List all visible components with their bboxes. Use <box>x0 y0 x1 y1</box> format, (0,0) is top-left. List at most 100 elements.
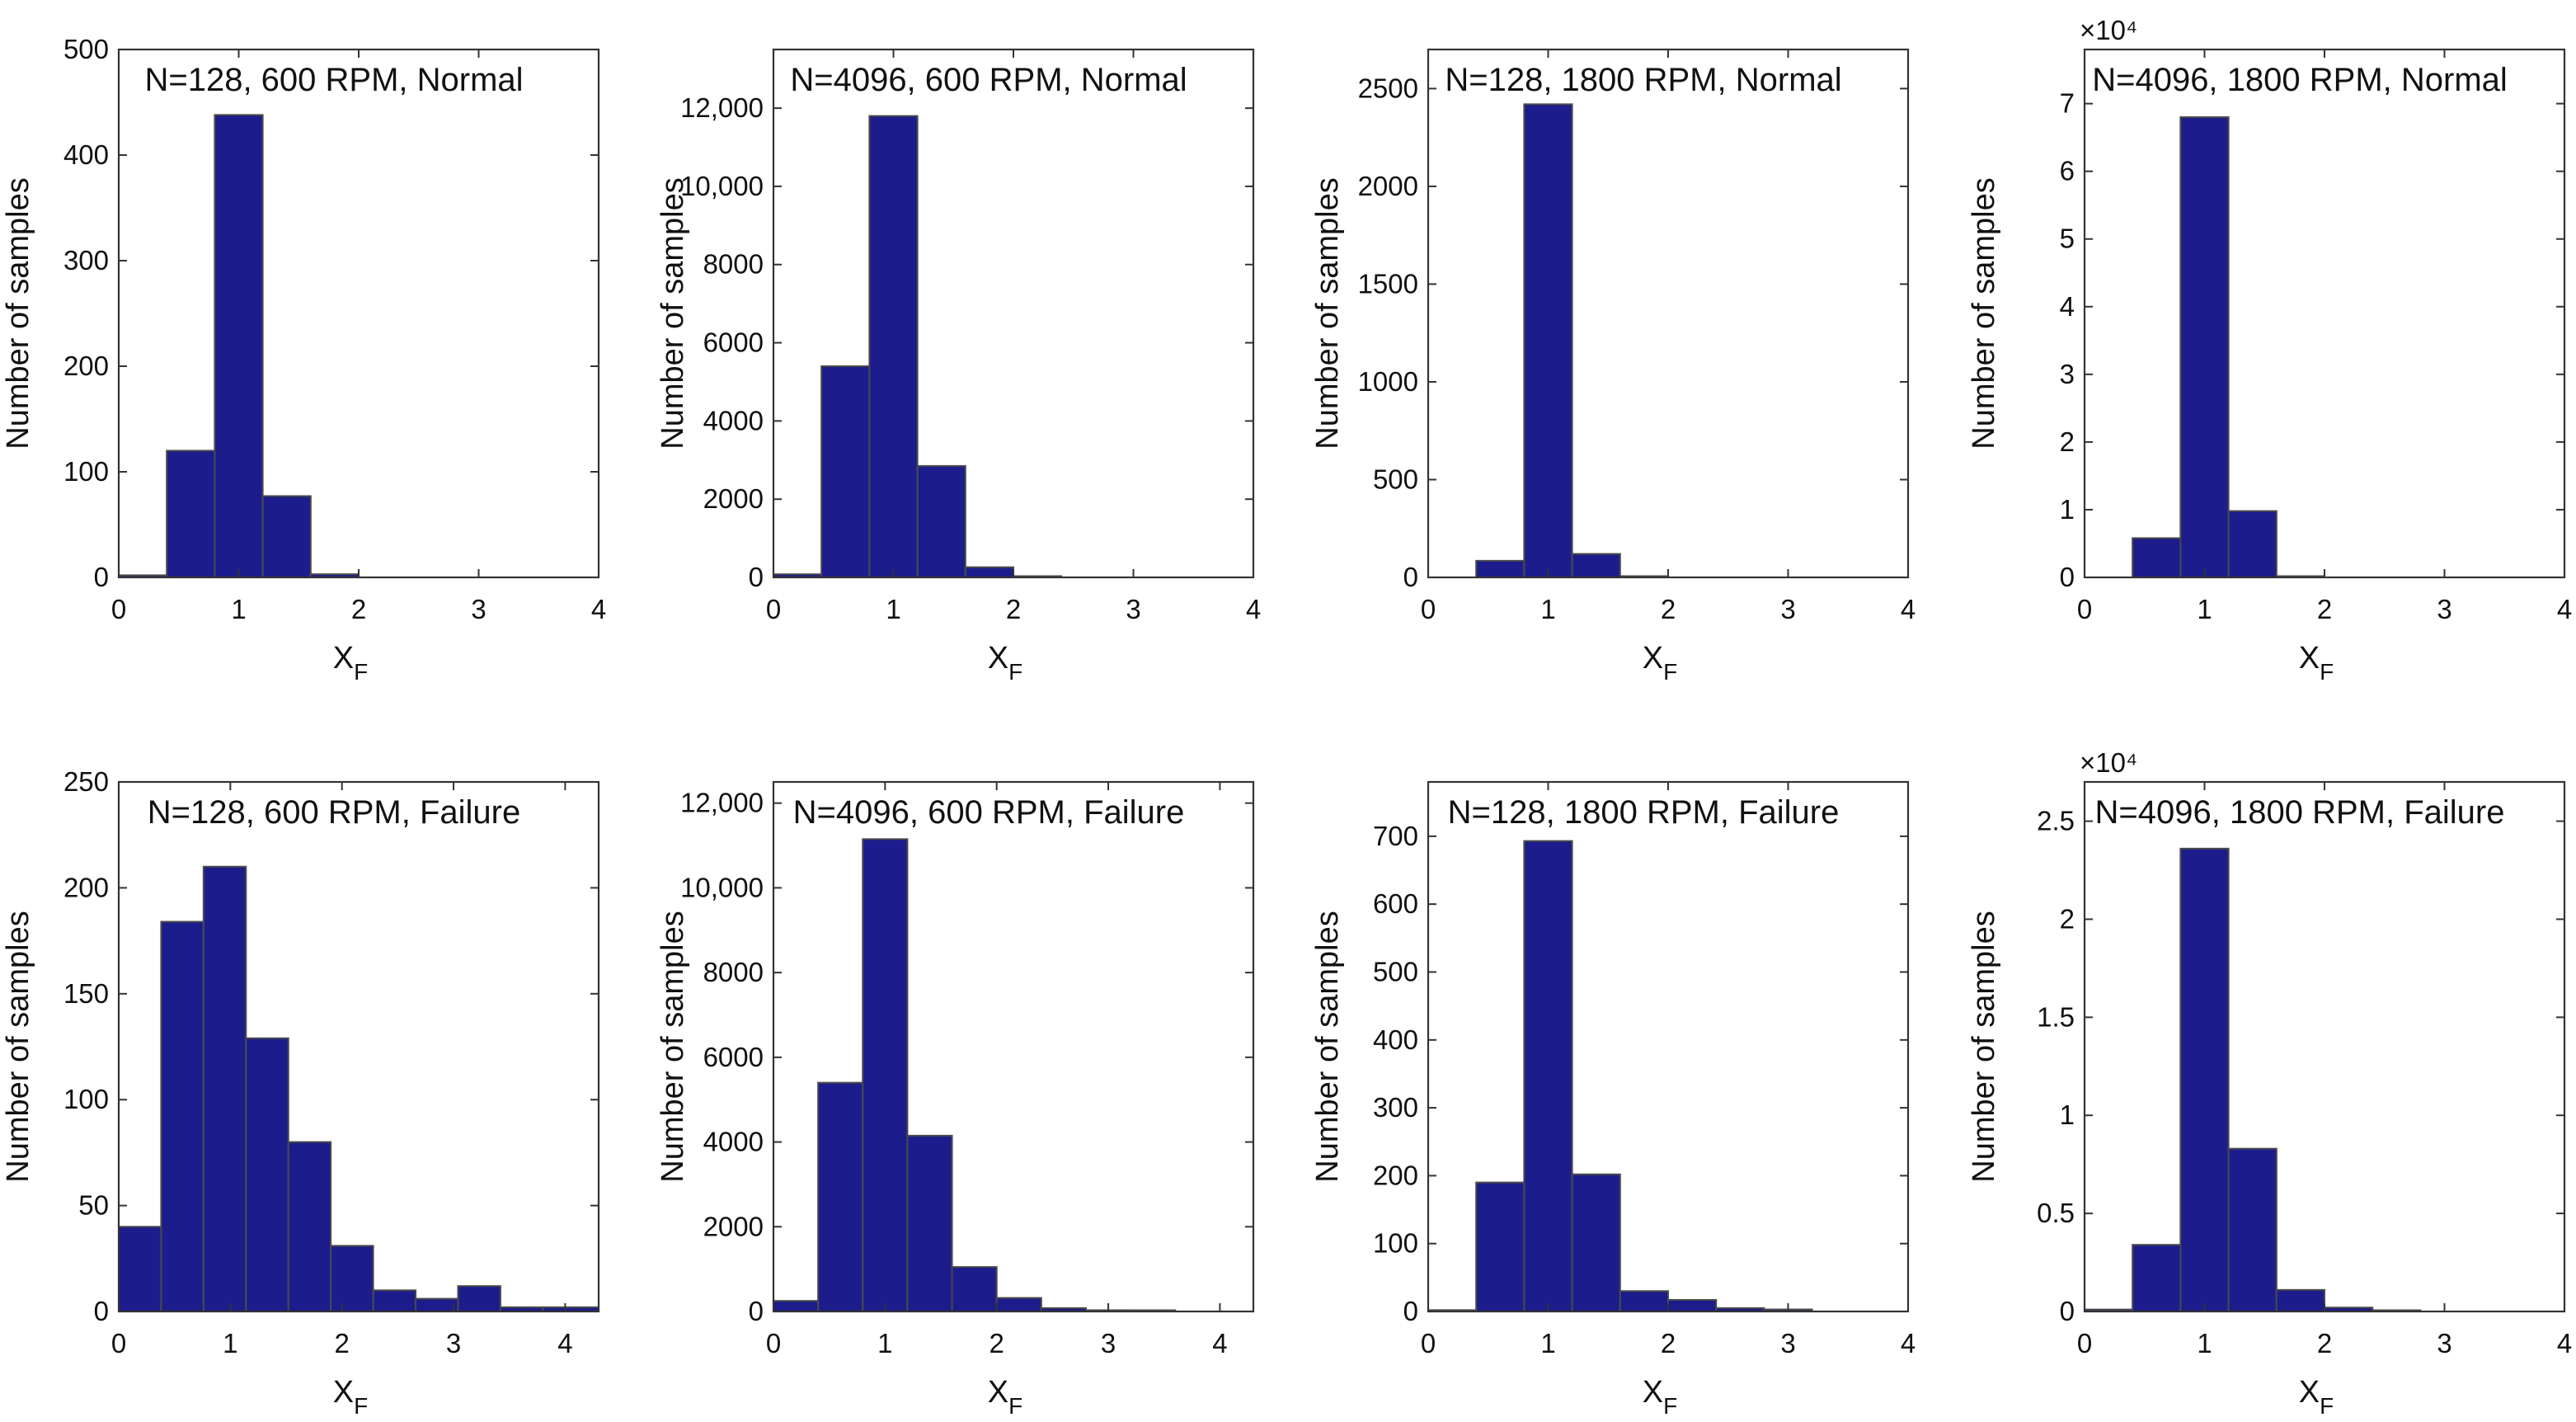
x-tick-label: 4 <box>591 594 606 624</box>
y-tick-label: 700 <box>1373 821 1418 851</box>
histogram-bar <box>1571 1173 1621 1312</box>
x-tick-label: 4 <box>2557 594 2572 624</box>
x-tick-label: 1 <box>2197 1328 2212 1358</box>
histogram-bar <box>2179 847 2230 1313</box>
y-tick-label: 300 <box>63 245 109 275</box>
x-tick-label: 0 <box>2077 1328 2092 1358</box>
y-exponent-label: ×10⁴ <box>2080 747 2137 778</box>
histogram-bar <box>1571 553 1621 578</box>
x-tick-label: 3 <box>1780 1328 1795 1358</box>
x-tick-label: 2 <box>990 1328 1004 1358</box>
y-tick-label: 200 <box>1373 1160 1418 1190</box>
histogram-bar <box>2275 1288 2326 1313</box>
y-tick-label: 5 <box>2060 224 2075 254</box>
histogram-bar <box>1619 1290 1670 1313</box>
x-tick-label: 4 <box>2557 1328 2572 1358</box>
x-axis-label-subscript: F <box>1663 659 1677 685</box>
y-tick-label: 0 <box>94 562 109 592</box>
x-axis-label: XF <box>2299 641 2334 685</box>
histogram-bar <box>995 1297 1042 1313</box>
y-axis-label: Number of samples <box>1 911 35 1182</box>
x-axis-label-main: X <box>1643 1375 1663 1410</box>
x-tick-label: 0 <box>111 1328 126 1358</box>
axes-frame <box>117 780 600 1313</box>
y-tick-label: 4000 <box>703 1127 764 1157</box>
x-axis-label-main: X <box>2299 641 2320 676</box>
histogram-bar <box>862 838 909 1312</box>
y-tick-label: 1 <box>2060 494 2075 525</box>
x-tick-label: 0 <box>111 594 126 624</box>
x-tick-label: 1 <box>1540 594 1555 624</box>
y-tick-label: 250 <box>63 766 109 797</box>
y-tick-label: 600 <box>1373 888 1418 919</box>
histogram-panel-5: 0 1 2 3 4 0 50 100 150 200 250 N=128, 600 RPM, Fail… <box>1 766 600 1419</box>
y-tick-label: 0 <box>2060 562 2075 592</box>
panel-title: N=4096, 1800 RPM, Normal <box>2092 62 2508 98</box>
y-tick-label: 0 <box>749 1296 764 1326</box>
x-axis-label: XF <box>1643 641 1677 685</box>
panel-title: N=4096, 600 RPM, Failure <box>793 794 1185 831</box>
histogram-bar <box>906 1134 953 1312</box>
histogram-panel-7: 0 1 2 3 4 0 100 200 300 400 500 600 700 N=128, 1800 R… <box>1310 780 1916 1419</box>
histogram-bar <box>951 1266 998 1313</box>
y-tick-label: 400 <box>63 139 109 170</box>
histogram-panel-3: 0 1 2 3 4 0 500 1000 1500 2000 2500 N=128, 1800 RPM… <box>1310 48 1916 685</box>
y-tick-label: 2.5 <box>2037 806 2075 836</box>
x-axis-label: XF <box>2299 1375 2334 1419</box>
histogram-bar <box>1475 1181 1525 1312</box>
panel-title: N=128, 600 RPM, Normal <box>144 62 523 98</box>
y-axis-label: Number of samples <box>1967 911 2001 1182</box>
panel-title: N=128, 600 RPM, Failure <box>148 794 520 831</box>
y-exponent-label: ×10⁴ <box>2080 15 2137 45</box>
y-tick-label: 10,000 <box>680 872 764 902</box>
histogram-bar <box>2227 1147 2278 1312</box>
x-tick-label: 1 <box>2197 594 2212 624</box>
x-tick-label: 3 <box>446 1328 461 1358</box>
x-tick-label: 2 <box>2317 1328 2332 1358</box>
histogram-panel-2: 0 1 2 3 4 0 2000 4000 6000 8000 10,000 12,000 N=4096… <box>656 48 1261 685</box>
y-tick-label: 4000 <box>703 405 764 436</box>
y-axis-label: Number of samples <box>1 177 35 449</box>
x-tick-label: 0 <box>766 594 781 624</box>
x-tick-label: 4 <box>557 1328 572 1358</box>
y-tick-label: 0.5 <box>2037 1198 2075 1228</box>
x-tick-label: 0 <box>766 1328 781 1358</box>
x-axis-label: XF <box>988 1375 1022 1419</box>
x-axis-label-main: X <box>2299 1375 2320 1410</box>
y-tick-label: 500 <box>1373 956 1418 986</box>
y-tick-label: 12,000 <box>680 92 764 123</box>
histogram-bar <box>817 1081 864 1312</box>
y-tick-label: 2 <box>2060 426 2075 457</box>
x-axis-label-subscript: F <box>354 1393 368 1419</box>
histogram-bar <box>214 114 264 579</box>
y-tick-label: 0 <box>749 562 764 592</box>
x-tick-label: 3 <box>1101 1328 1116 1358</box>
y-axis-label: Number of samples <box>1310 911 1345 1182</box>
y-tick-label: 7 <box>2060 88 2075 119</box>
y-tick-label: 6 <box>2060 156 2075 186</box>
histogram-bar <box>2132 537 2182 579</box>
x-tick-label: 1 <box>877 1328 892 1358</box>
histogram-bar <box>415 1297 459 1313</box>
x-axis-label: XF <box>333 641 368 685</box>
y-tick-label: 2500 <box>1358 73 1418 103</box>
histogram-bar <box>1523 103 1573 579</box>
histogram-bar <box>916 464 966 579</box>
y-tick-label: 6000 <box>703 327 764 358</box>
y-tick-label: 2000 <box>703 483 764 514</box>
y-tick-label: 150 <box>63 978 109 1009</box>
x-tick-label: 2 <box>335 1328 350 1358</box>
y-axis-label: Number of samples <box>1310 177 1345 449</box>
panel-title: N=4096, 600 RPM, Normal <box>790 62 1187 98</box>
x-tick-label: 2 <box>1006 594 1021 624</box>
x-axis-label-subscript: F <box>354 659 368 685</box>
y-tick-label: 6000 <box>703 1042 764 1072</box>
panel-title: N=128, 1800 RPM, Failure <box>1448 794 1840 831</box>
x-axis-label-main: X <box>1643 641 1663 676</box>
x-tick-label: 0 <box>1421 594 1436 624</box>
histogram-bar <box>1475 559 1525 579</box>
x-axis-label-main: X <box>988 641 1008 676</box>
x-axis-label-main: X <box>988 1375 1008 1410</box>
x-axis-label-main: X <box>333 641 354 676</box>
